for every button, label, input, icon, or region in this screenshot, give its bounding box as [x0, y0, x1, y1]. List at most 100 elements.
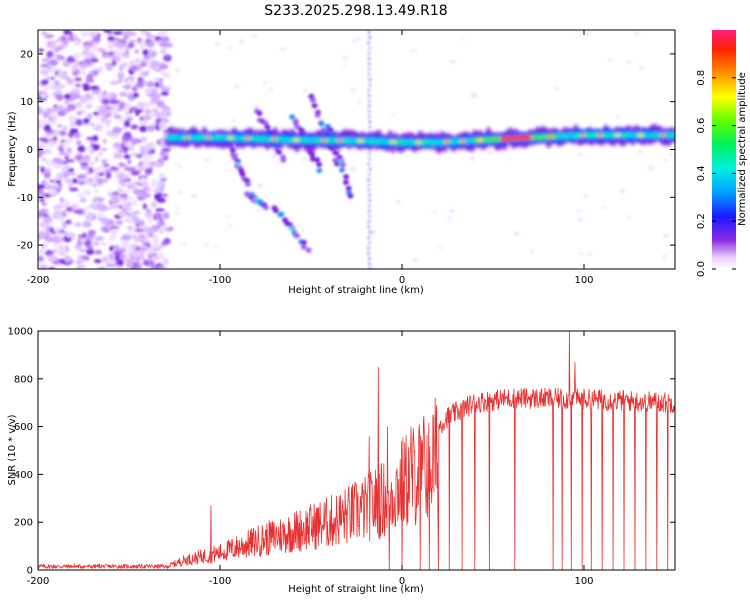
faint-blob [263, 80, 267, 85]
noise-blob [75, 260, 83, 265]
faint-blob [203, 243, 209, 247]
vertical-line-dot [368, 120, 372, 124]
faint-blob [639, 65, 644, 70]
noise-blob [58, 216, 65, 222]
spectrogram-y-tick-label: 0 [27, 145, 33, 156]
noise-blob [136, 250, 146, 256]
noise-blob [102, 163, 110, 168]
noise-blob [162, 54, 172, 62]
main-line-hotspot [321, 138, 327, 143]
noise-blob [118, 76, 123, 84]
noise-blob [143, 259, 149, 266]
noise-blob [52, 205, 62, 210]
noise-blob [54, 210, 62, 217]
noise-blob [65, 159, 75, 163]
noise-blob [60, 202, 67, 208]
noise-blob [90, 122, 95, 126]
noise-blob [41, 31, 48, 36]
noise-blob [130, 65, 138, 72]
faint-blob [356, 37, 362, 41]
faint-blob [253, 104, 259, 110]
vertical-line-dot [368, 36, 372, 40]
noise-blob [94, 155, 99, 163]
noise-blob [91, 45, 99, 52]
vertical-line-dot [367, 109, 371, 113]
noise-blob [38, 137, 48, 142]
faint-blob [225, 215, 230, 218]
noise-blob [124, 30, 133, 38]
noise-blob [161, 147, 171, 152]
noise-blob [133, 236, 143, 243]
faint-blob [487, 150, 492, 155]
noise-blob [93, 258, 102, 264]
noise-blob [39, 266, 46, 269]
noise-blob [158, 30, 168, 37]
main-line-hotspot [597, 133, 603, 138]
noise-blob [71, 203, 78, 210]
noise-blob [64, 245, 70, 252]
noise-blob [93, 189, 100, 194]
noise-blob [76, 192, 85, 198]
noise-blob [79, 61, 84, 65]
vertical-line-dot [367, 88, 371, 92]
noise-blob [77, 67, 86, 75]
noise-blob [110, 197, 121, 205]
noise-blob [90, 58, 99, 63]
noise-blob [142, 203, 148, 210]
streak-blob [262, 204, 269, 211]
faint-blob [585, 31, 592, 36]
noise-blob [130, 152, 138, 157]
noise-blob [92, 70, 99, 76]
faint-blob [662, 158, 669, 161]
vertical-line-dot [368, 172, 372, 176]
streak-blob [262, 120, 269, 126]
noise-blob [106, 190, 113, 196]
noise-blob [77, 254, 84, 262]
noise-blob [71, 88, 81, 94]
noise-blob [144, 173, 150, 177]
noise-blob [44, 133, 54, 140]
noise-blob [121, 107, 130, 113]
snr-panel: -200 -100 0 100 0 200 400 600 800 1000 Height of… [7, 327, 676, 595]
noise-blob [83, 189, 92, 196]
noise-blob [144, 211, 154, 219]
noise-blob [38, 48, 44, 53]
noise-blob [48, 115, 53, 122]
noise-blob [52, 235, 59, 241]
noise-blob [83, 117, 90, 125]
noise-blob [158, 61, 166, 65]
vertical-line-dot [368, 230, 372, 234]
vertical-line-dot [367, 162, 371, 166]
noise-blob [67, 115, 78, 122]
noise-blob [154, 193, 159, 201]
noise-blob [131, 85, 138, 92]
faint-blob [583, 194, 589, 199]
noise-blob [130, 170, 140, 176]
faint-blob [470, 93, 476, 99]
snr-x-label: Height of straight line (km) [288, 584, 424, 595]
streak-blob [300, 244, 307, 250]
vertical-line-dot [367, 220, 371, 224]
noise-blob [151, 143, 156, 150]
colorbar-tick-label: 0.2 [696, 213, 707, 229]
noise-blob [52, 157, 62, 163]
vertical-line-dot [368, 156, 372, 161]
noise-blob [115, 41, 123, 48]
noise-blob [123, 177, 132, 183]
noise-blob [56, 124, 63, 128]
faint-blob [469, 156, 476, 161]
noise-blob [131, 137, 139, 143]
noise-blob [143, 238, 153, 243]
noise-blob [62, 125, 68, 132]
noise-blob [56, 54, 62, 61]
noise-blob [72, 39, 78, 45]
noise-blob [144, 88, 152, 93]
noise-blob [134, 217, 140, 225]
main-line-hotspot [579, 133, 585, 138]
noise-blob [118, 256, 126, 260]
spectrogram-vertical-line [367, 30, 372, 269]
faint-blob [449, 59, 457, 64]
streak-core [236, 161, 241, 166]
noise-blob [43, 124, 51, 132]
spectrogram-image [38, 30, 675, 269]
